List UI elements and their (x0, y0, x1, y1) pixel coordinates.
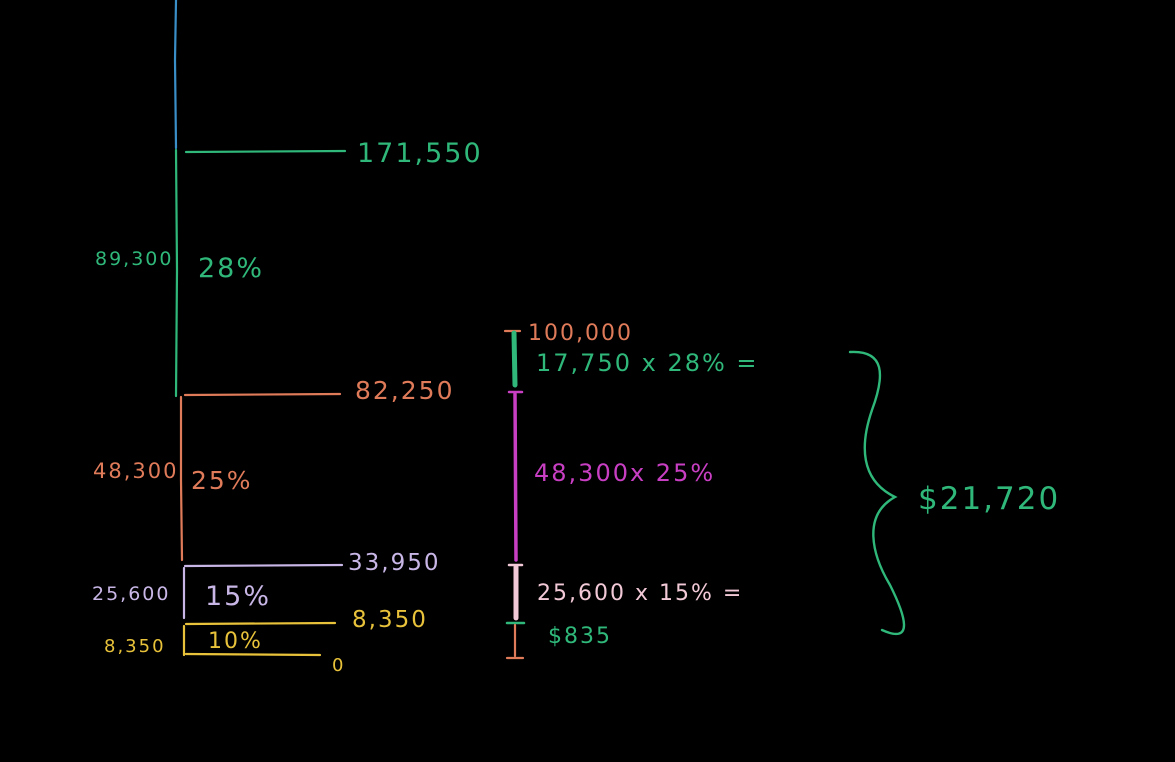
calc-line-25: 48,300x 25% (534, 459, 715, 487)
calc-total: $21,720 (918, 481, 1060, 517)
tick-zero (184, 652, 322, 657)
label-8350-top: 8,350 (352, 607, 428, 633)
label-10-rate: 10% (208, 629, 263, 654)
label-171550: 171,550 (357, 138, 483, 169)
label-33950: 33,950 (348, 550, 440, 576)
bracket-ladder (173, 0, 347, 657)
calc-line-15: 25,600 x 15% = (537, 581, 743, 606)
label-82250: 82,250 (355, 376, 454, 405)
ladder-28-line (174, 148, 179, 398)
label-48300-left: 48,300 (93, 459, 178, 483)
label-8350-left: 8,350 (104, 636, 166, 657)
calc-seg-25 (513, 392, 518, 562)
tick-33950 (183, 563, 344, 568)
tick-8350 (184, 621, 337, 626)
ladder-top-line (173, 0, 178, 150)
label-25600-left: 25,600 (92, 583, 170, 605)
label-25-rate: 25% (191, 466, 253, 495)
label-15-rate: 15% (205, 581, 271, 612)
label-zero: 0 (332, 655, 345, 676)
curly-brace (848, 350, 906, 636)
tick-171550 (184, 149, 347, 154)
label-89300: 89,300 (95, 248, 173, 270)
calc-seg-28 (511, 330, 518, 388)
ladder-25-line (179, 395, 184, 562)
calc-line-28: 17,750 x 28% = (536, 349, 759, 377)
calc-income: 100,000 (528, 321, 633, 346)
calc-ladder (503, 329, 526, 660)
tick-82250 (183, 392, 342, 397)
calc-line-10: $835 (548, 624, 612, 649)
label-28-rate: 28% (198, 253, 264, 284)
